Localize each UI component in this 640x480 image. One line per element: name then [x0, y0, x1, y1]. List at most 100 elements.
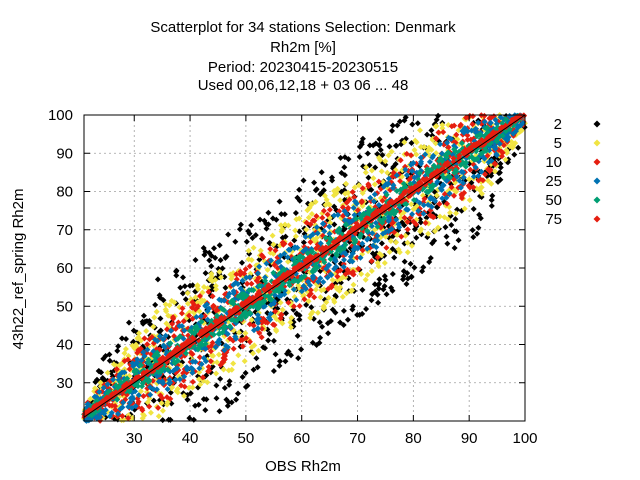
scatter-point: [411, 264, 418, 271]
scatter-point: [331, 212, 338, 219]
y-tick-label: 100: [48, 107, 73, 124]
scatter-point: [331, 255, 338, 262]
scatter-point: [424, 131, 431, 138]
scatter-point: [369, 214, 376, 221]
scatter-point: [248, 280, 255, 287]
scatter-point: [320, 303, 327, 310]
scatter-point: [277, 358, 283, 365]
scatter-point: [218, 274, 224, 281]
scatter-point: [307, 221, 314, 228]
scatter-point: [377, 147, 384, 153]
scatter-point: [271, 322, 278, 328]
scatter-point: [150, 323, 157, 330]
scatter-point: [209, 278, 216, 284]
scatter-point: [232, 335, 239, 342]
scatter-point: [440, 181, 447, 188]
scatter-point: [425, 201, 432, 208]
scatter-point: [166, 302, 173, 309]
scatter-point: [317, 246, 324, 253]
scatter-point: [246, 287, 253, 294]
scatter-point: [320, 180, 327, 187]
scatter-point: [287, 319, 294, 326]
scatter-point: [129, 342, 136, 349]
scatter-point: [263, 225, 270, 232]
scatter-point: [439, 125, 446, 132]
legend-label: 5: [554, 135, 562, 152]
scatter-point: [298, 346, 305, 353]
scatter-point: [186, 415, 193, 422]
scatter-point: [499, 132, 506, 139]
scatter-point: [410, 160, 417, 166]
scatter-point: [360, 210, 367, 217]
scatter-point: [318, 169, 325, 176]
scatter-point: [401, 188, 408, 195]
x-tick-label: 100: [512, 430, 537, 447]
scatter-point: [326, 206, 333, 213]
scatter-point: [408, 242, 415, 249]
scatter-point: [202, 270, 209, 277]
scatter-point: [143, 328, 150, 334]
scatter-point: [397, 214, 404, 221]
scatter-point: [250, 244, 257, 251]
scatter-point: [278, 211, 285, 218]
scatter-point: [277, 315, 284, 322]
scatter-point: [408, 140, 415, 146]
scatter-point: [314, 230, 321, 237]
scatter-point: [381, 215, 388, 222]
scatter-point: [483, 136, 490, 143]
scatter-point: [241, 358, 248, 365]
scatter-point: [301, 273, 308, 280]
scatter-point: [464, 136, 471, 143]
scatter-point: [255, 347, 262, 354]
scatter-point: [358, 271, 365, 277]
scatter-point: [279, 306, 286, 313]
scatter-point: [221, 347, 228, 354]
scatter-point: [278, 292, 285, 299]
scatter-point: [477, 185, 484, 192]
scatter-point: [389, 122, 396, 129]
scatter-point: [256, 330, 263, 336]
scatter-point: [319, 256, 326, 262]
scatter-point: [334, 228, 341, 235]
scatter-point: [329, 174, 335, 181]
scatter-point: [296, 316, 303, 323]
scatter-point: [395, 246, 402, 253]
scatter-point: [409, 168, 416, 175]
scatter-point: [167, 389, 174, 396]
scatter-point: [155, 404, 162, 411]
scatter-point: [305, 214, 312, 221]
scatter-point: [298, 275, 305, 282]
scatter-point: [186, 312, 193, 319]
scatter-point: [381, 273, 388, 280]
scatter-point: [219, 265, 226, 272]
scatter-point: [101, 410, 108, 417]
scatter-point: [254, 364, 261, 371]
scatter-point: [354, 311, 361, 318]
scatter-point: [196, 365, 203, 372]
scatter-point: [334, 273, 341, 280]
scatter-point: [456, 177, 463, 184]
scatter-point: [481, 118, 488, 125]
scatter-point: [308, 201, 315, 208]
scatter-point: [432, 140, 439, 147]
y-tick-label: 80: [56, 184, 73, 201]
legend-label: 2: [554, 116, 562, 133]
scatter-point: [488, 157, 495, 164]
scatter-point: [444, 200, 450, 207]
scatter-point: [383, 244, 390, 251]
scatter-point: [136, 330, 142, 337]
scatter-point: [433, 123, 440, 130]
scatter-point: [272, 247, 279, 254]
scatter-point: [364, 235, 371, 242]
scatter-point: [165, 380, 172, 387]
scatter-point: [157, 327, 164, 334]
series-75-points: [81, 112, 524, 419]
scatter-point: [439, 195, 446, 202]
scatter-point: [350, 204, 357, 211]
scatter-point: [382, 276, 389, 283]
scatter-point: [293, 310, 300, 317]
scatter-point: [213, 286, 219, 293]
scatter-point: [257, 216, 263, 223]
scatter-point: [146, 336, 153, 343]
scatter-point: [385, 218, 392, 225]
